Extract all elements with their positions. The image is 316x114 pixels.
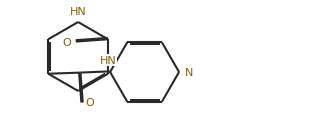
- Text: HN: HN: [100, 55, 116, 65]
- Text: O: O: [85, 98, 94, 108]
- Text: HN: HN: [70, 6, 87, 16]
- Text: O: O: [62, 37, 71, 47]
- Text: N: N: [185, 67, 194, 77]
